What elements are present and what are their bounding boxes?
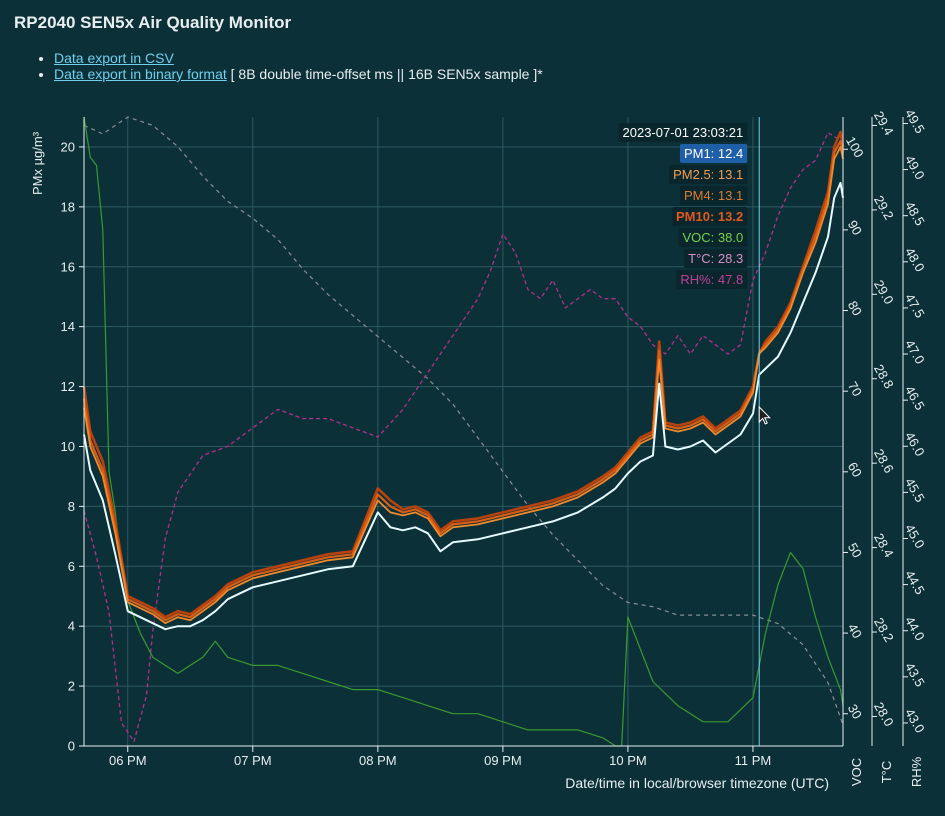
rh-tick-label: 49.5: [902, 106, 928, 135]
rh-tick-label: 45.0: [902, 522, 928, 551]
voc-tick-label: 100: [843, 134, 867, 160]
temp-series-line: [83, 116, 844, 726]
page-title: RP2040 SEN5x Air Quality Monitor: [14, 13, 292, 32]
cursor-tooltip: 2023-07-01 23:03:21 PM1: 12.4 PM2.5: 13.1 P…: [618, 123, 748, 289]
tooltip-time-bg: [618, 123, 748, 142]
tooltip-row-bg: [679, 186, 748, 205]
pm-tick-label: 20: [61, 139, 75, 154]
voc-tick-label: 80: [845, 298, 865, 318]
pm-tick-label: 2: [68, 679, 75, 694]
pm-tick-label: 8: [68, 499, 75, 514]
binary-format-description: [ 8B double time-offset ms || 16B SEN5x …: [226, 66, 543, 82]
temp-tick-label: 28.6: [871, 446, 897, 475]
pm-tick-label: 6: [68, 559, 75, 574]
csv-export-link[interactable]: Data export in CSV: [54, 50, 174, 66]
temp-tick-label: 28.2: [871, 615, 897, 644]
temp-tick-label: 29.4: [871, 108, 897, 137]
rh-tick-label: 43.0: [902, 706, 928, 735]
chart-axes: 06 PM 07 PM 08 PM 09 PM 10 PM 11 PM 0 2 4 6 8 10 12 1…: [30, 106, 928, 791]
pm-tick-label: 10: [61, 439, 75, 454]
tooltip-row: T°C: 28.3: [688, 251, 743, 266]
x-axis-title: Date/time in local/browser timezone (UTC…: [565, 775, 829, 791]
tooltip-time: 2023-07-01 23:03:21: [623, 125, 744, 140]
rh-tick-label: 49.0: [902, 153, 928, 182]
rh-tick-label: 48.0: [902, 245, 928, 274]
mouse-pointer-icon: [758, 405, 771, 425]
temp-axis-title: T°C: [879, 761, 894, 784]
tooltip-row-bg: [684, 249, 748, 268]
x-tick-label: 09 PM: [484, 753, 522, 768]
temp-tick-label: 28.8: [871, 362, 897, 391]
voc-tick-label: 60: [845, 460, 865, 480]
voc-tick-label: 90: [845, 218, 865, 238]
temp-tick-label: 28.0: [871, 699, 897, 728]
pm-tick-label: 14: [61, 319, 75, 334]
rh-tick-label: 47.0: [902, 337, 928, 366]
tooltip-row-bg: [679, 144, 748, 163]
x-tick-label: 11 PM: [735, 753, 772, 768]
binary-export-link[interactable]: Data export in binary format: [54, 66, 227, 82]
x-tick-label: 06 PM: [109, 753, 147, 768]
mouse-pointer-shape: [758, 405, 771, 425]
tooltip-row-bg: [669, 165, 748, 184]
tooltip-row: RH%: 47.8: [680, 272, 743, 287]
tooltip-row-bg: [672, 207, 748, 226]
tooltip-row: PM1: 12.4: [684, 146, 743, 161]
rh-tick-label: 48.5: [902, 199, 928, 228]
export-links: Data export in CSV Data export in binary…: [38, 50, 543, 82]
pm-axis-title: PMx µg/m³: [30, 131, 45, 195]
pm-tick-label: 18: [61, 199, 75, 214]
rh-tick-label: 47.5: [902, 291, 928, 320]
x-tick-label: 07 PM: [234, 753, 272, 768]
rh-tick-label: 46.5: [902, 383, 928, 412]
rh-axis-title: RH%: [909, 756, 924, 787]
voc-series-line: [83, 116, 844, 747]
temp-tick-label: 29.2: [871, 193, 897, 222]
tooltip-row: PM4: 13.1: [684, 188, 743, 203]
rh-tick-label: 43.5: [902, 660, 928, 689]
binary-export-item: Data export in binary format [ 8B double…: [54, 66, 543, 82]
rh-tick-label: 44.0: [902, 614, 928, 643]
tooltip-row: VOC: 38.0: [683, 230, 744, 245]
rh-series-line: [83, 132, 844, 743]
tooltip-row-bg: [678, 228, 748, 247]
rh-tick-label: 46.0: [902, 429, 928, 458]
voc-tick-label: 50: [845, 540, 865, 560]
voc-tick-label: 70: [845, 379, 865, 399]
tooltip-row-bg: [676, 270, 748, 289]
pm-tick-label: 12: [61, 379, 75, 394]
x-tick-label: 08 PM: [359, 753, 397, 768]
rh-tick-label: 45.5: [902, 475, 928, 504]
voc-axis-title: VOC: [849, 758, 864, 786]
temp-tick-label: 28.4: [871, 531, 897, 560]
voc-tick-label: 40: [845, 621, 865, 641]
rh-tick-label: 44.5: [902, 568, 928, 597]
tooltip-row: PM10: 13.2: [676, 209, 743, 224]
voc-tick-label: 30: [845, 701, 865, 721]
tooltip-row: PM2.5: 13.1: [673, 167, 743, 182]
pm-tick-label: 16: [61, 259, 75, 274]
pm-tick-label: 0: [68, 739, 75, 754]
x-tick-label: 10 PM: [609, 753, 647, 768]
csv-export-item: Data export in CSV: [54, 50, 543, 66]
temp-tick-label: 29.0: [871, 277, 897, 306]
pm-tick-label: 4: [68, 619, 75, 634]
